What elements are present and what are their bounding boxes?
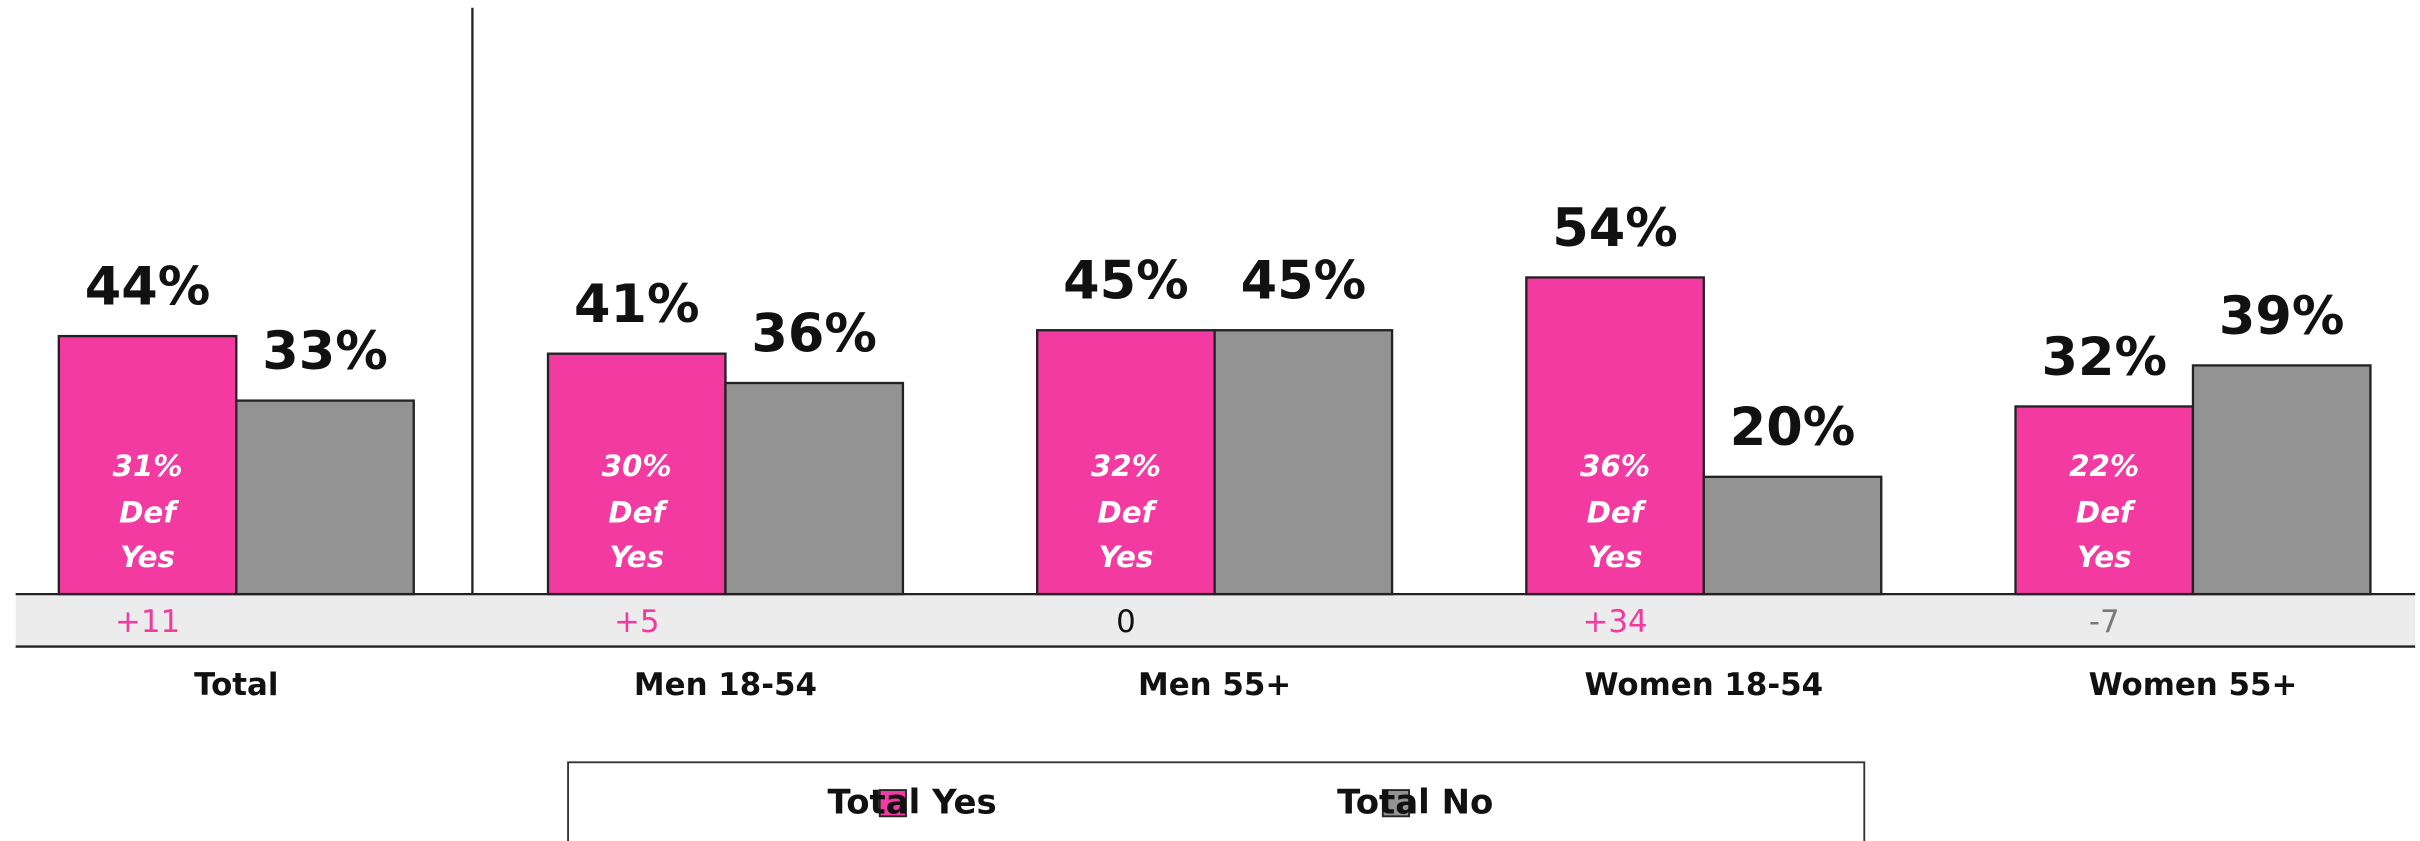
def-yes-text: Yes <box>120 540 175 574</box>
x-tick-label: Men 18-54 <box>634 667 817 703</box>
def-yes-text: Yes <box>1588 540 1643 574</box>
def-yes-text: Def <box>119 495 179 529</box>
data-label: 54% <box>1552 198 1678 259</box>
data-label: 45% <box>1241 251 1367 312</box>
data-label: 32% <box>2041 327 2167 388</box>
legend-label: Total Yes <box>828 782 997 822</box>
difference-label: -7 <box>2089 604 2120 640</box>
def-yes-text: Yes <box>1099 540 1154 574</box>
x-tick-label: Women 55+ <box>2089 667 2298 703</box>
def-yes-text: Def <box>608 495 668 529</box>
bar <box>1525 276 1705 596</box>
bar <box>546 352 727 596</box>
def-yes-label: 32% <box>1091 449 1161 483</box>
def-yes-text: Def <box>2076 495 2136 529</box>
difference-label: +5 <box>614 604 660 640</box>
def-yes-label: 30% <box>602 449 672 483</box>
data-label: 36% <box>751 303 877 364</box>
x-tick-label: Women 18-54 <box>1584 667 1823 703</box>
data-label: 44% <box>85 256 211 317</box>
bar <box>2014 405 2195 596</box>
def-yes-label: 36% <box>1580 449 1650 483</box>
bar <box>1702 475 1883 596</box>
bar <box>1036 329 1216 596</box>
def-yes-text: Def <box>1587 495 1647 529</box>
bar <box>724 381 905 596</box>
data-label: 45% <box>1063 251 1189 312</box>
difference-label: +11 <box>115 604 180 640</box>
data-label: 41% <box>574 274 700 335</box>
bar <box>2191 364 2372 596</box>
legend-label: Total No <box>1337 782 1493 822</box>
difference-band <box>15 594 2416 647</box>
def-yes-label: 22% <box>2069 449 2139 483</box>
bar <box>1213 329 1394 596</box>
def-yes-text: Yes <box>2077 540 2132 574</box>
difference-label: +34 <box>1583 604 1648 640</box>
x-tick-label: Men 55+ <box>1138 667 1291 703</box>
def-yes-label: 31% <box>112 449 182 483</box>
difference-label: 0 <box>1116 604 1136 640</box>
def-yes-text: Def <box>1097 495 1157 529</box>
x-tick-label: Total <box>194 667 278 703</box>
def-yes-text: Yes <box>609 540 664 574</box>
bar <box>235 399 415 596</box>
legend-box <box>567 761 1866 841</box>
data-label: 39% <box>2219 286 2345 347</box>
data-label: 20% <box>1730 397 1856 458</box>
data-label: 33% <box>262 321 388 382</box>
bar <box>57 334 238 596</box>
legend-swatch <box>878 789 907 818</box>
legend-swatch <box>1381 789 1410 818</box>
